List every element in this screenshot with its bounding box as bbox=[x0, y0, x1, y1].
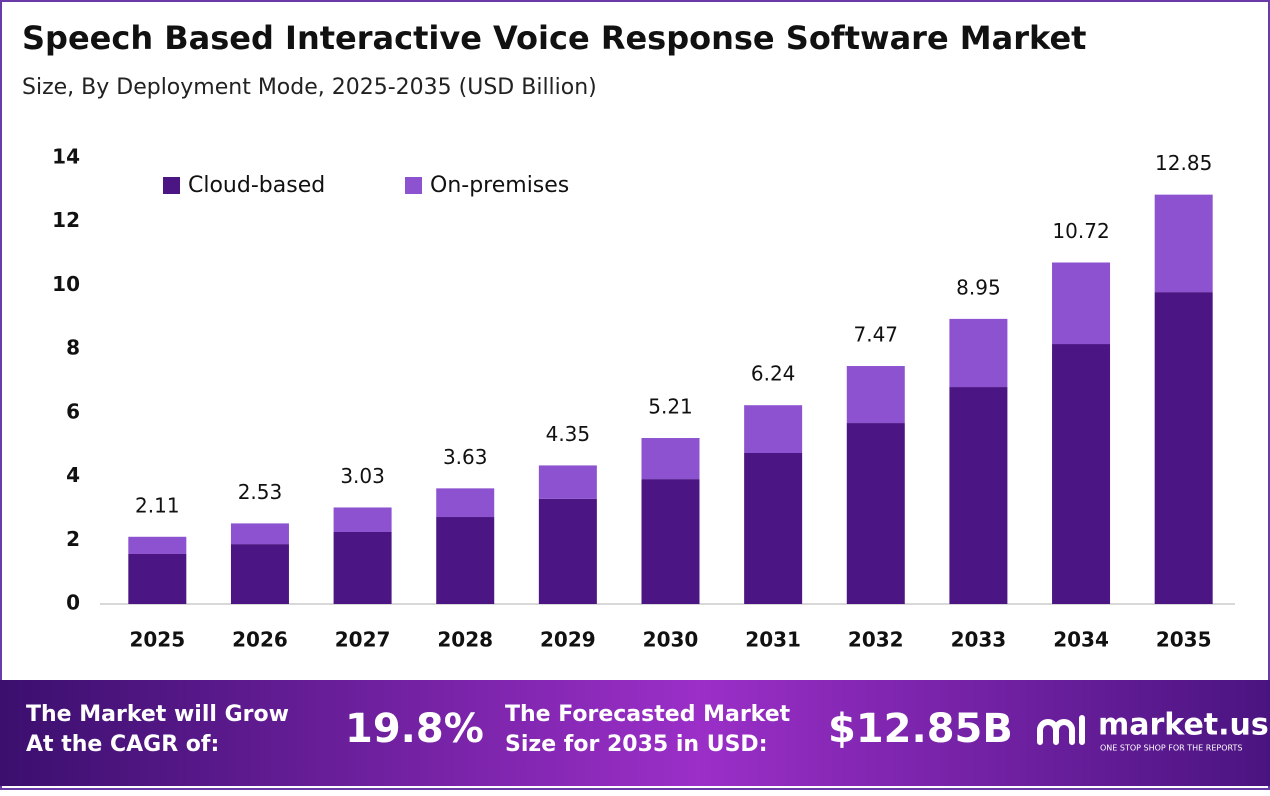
bar-segment bbox=[846, 366, 905, 424]
chart-title: Speech Based Interactive Voice Response … bbox=[22, 19, 1086, 57]
cagr-value: 19.8% bbox=[345, 706, 484, 752]
total-label: 2.53 bbox=[238, 480, 283, 504]
total-label: 2.11 bbox=[135, 493, 180, 517]
x-tick-label: 2032 bbox=[848, 628, 904, 652]
legend-label: Cloud-based bbox=[188, 173, 325, 198]
bar-segment bbox=[1052, 344, 1111, 604]
brand-tagline: ONE STOP SHOP FOR THE REPORTS bbox=[1100, 744, 1242, 753]
x-tick-label: 2028 bbox=[437, 628, 493, 652]
total-label: 3.63 bbox=[443, 445, 488, 469]
bar-segment bbox=[744, 452, 803, 604]
bar-segment bbox=[641, 479, 700, 604]
y-tick-label: 2 bbox=[66, 527, 80, 551]
bar-segment bbox=[333, 532, 392, 604]
x-tick-label: 2033 bbox=[951, 628, 1007, 652]
bar-segment bbox=[1154, 194, 1213, 293]
bar-segment bbox=[949, 318, 1008, 388]
x-tick-label: 2029 bbox=[540, 628, 596, 652]
bar-segment bbox=[949, 387, 1008, 604]
legend-label: On-premises bbox=[430, 173, 569, 198]
bar-segment bbox=[846, 423, 905, 604]
bar-segment bbox=[436, 517, 495, 604]
x-tick-label: 2030 bbox=[643, 628, 699, 652]
x-tick-label: 2031 bbox=[745, 628, 801, 652]
total-label: 4.35 bbox=[546, 422, 591, 446]
forecast-label: Size for 2035 in USD: bbox=[505, 732, 768, 757]
x-tick-label: 2027 bbox=[335, 628, 391, 652]
bar-segment bbox=[1052, 262, 1111, 345]
cagr-label: The Market will Grow bbox=[26, 702, 289, 727]
y-tick-label: 4 bbox=[66, 463, 80, 487]
total-label: 3.03 bbox=[340, 464, 385, 488]
legend-swatch bbox=[405, 177, 422, 194]
x-tick-label: 2025 bbox=[129, 628, 185, 652]
total-label: 6.24 bbox=[751, 362, 796, 386]
chart-subtitle: Size, By Deployment Mode, 2025-2035 (USD… bbox=[22, 75, 597, 100]
y-tick-label: 6 bbox=[66, 399, 80, 423]
y-tick-label: 8 bbox=[66, 336, 80, 360]
total-label: 7.47 bbox=[854, 323, 899, 347]
legend-swatch bbox=[163, 177, 180, 194]
forecast-label: The Forecasted Market bbox=[505, 702, 791, 727]
bar-segment bbox=[538, 465, 597, 499]
brand-logo bbox=[1037, 715, 1085, 745]
total-label: 5.21 bbox=[648, 395, 693, 419]
x-tick-label: 2026 bbox=[232, 628, 288, 652]
forecast-value: $12.85B bbox=[828, 706, 1013, 752]
bar-segment bbox=[436, 488, 495, 518]
bar-segment bbox=[230, 544, 289, 604]
bar-segment bbox=[230, 523, 289, 545]
x-tick-label: 2035 bbox=[1156, 628, 1212, 652]
y-tick-label: 14 bbox=[52, 145, 80, 169]
brand-name: market.us bbox=[1098, 708, 1269, 743]
total-label: 10.72 bbox=[1052, 219, 1109, 243]
bar-segment bbox=[128, 536, 187, 554]
x-tick-label: 2034 bbox=[1053, 628, 1109, 652]
y-tick-label: 0 bbox=[66, 591, 80, 615]
total-label: 8.95 bbox=[956, 275, 1001, 299]
bar-segment bbox=[744, 405, 803, 453]
bar-segment bbox=[538, 498, 597, 604]
cagr-label: At the CAGR of: bbox=[26, 732, 219, 757]
y-tick-label: 10 bbox=[52, 272, 80, 296]
y-tick-label: 12 bbox=[52, 208, 80, 232]
total-label: 12.85 bbox=[1155, 151, 1212, 175]
bar-segment bbox=[128, 553, 187, 604]
bar-segment bbox=[641, 438, 700, 480]
bar-segment bbox=[1154, 292, 1213, 604]
bar-segment bbox=[333, 507, 392, 533]
